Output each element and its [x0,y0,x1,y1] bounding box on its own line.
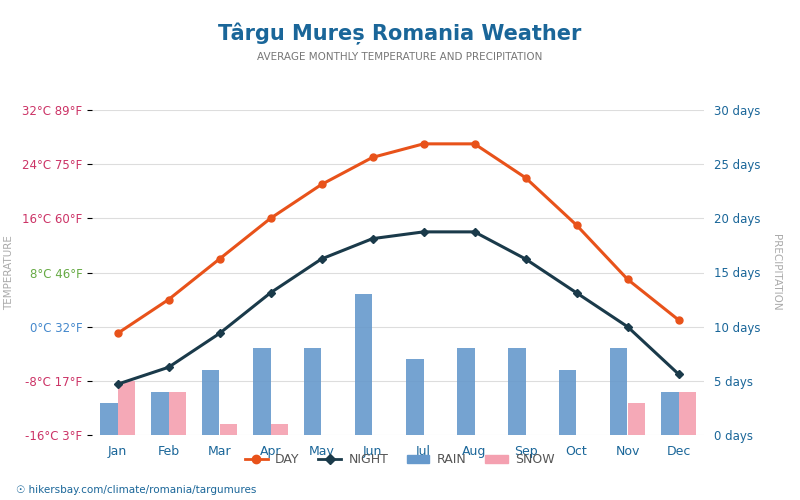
Bar [354,294,373,435]
Bar [100,402,118,435]
Y-axis label: TEMPERATURE: TEMPERATURE [4,235,14,310]
Bar [508,348,526,435]
Text: ☉ hikersbay.com/climate/romania/targumures: ☉ hikersbay.com/climate/romania/targumur… [16,485,256,495]
Bar [219,424,238,435]
Bar [457,348,474,435]
Bar [406,359,423,435]
Bar [253,348,270,435]
Legend: DAY, NIGHT, RAIN, SNOW: DAY, NIGHT, RAIN, SNOW [240,448,560,471]
Bar [270,424,288,435]
Bar [202,370,219,435]
Bar [558,370,577,435]
Text: Târgu Mureș Romania Weather: Târgu Mureș Romania Weather [218,22,582,44]
Bar [627,402,646,435]
Text: AVERAGE MONTHLY TEMPERATURE AND PRECIPITATION: AVERAGE MONTHLY TEMPERATURE AND PRECIPIT… [258,52,542,62]
Bar [118,381,135,435]
Bar [610,348,627,435]
Bar [678,392,696,435]
Bar [169,392,186,435]
Y-axis label: PRECIPITATION: PRECIPITATION [771,234,782,311]
Bar [304,348,322,435]
Bar [661,392,678,435]
Bar [150,392,169,435]
